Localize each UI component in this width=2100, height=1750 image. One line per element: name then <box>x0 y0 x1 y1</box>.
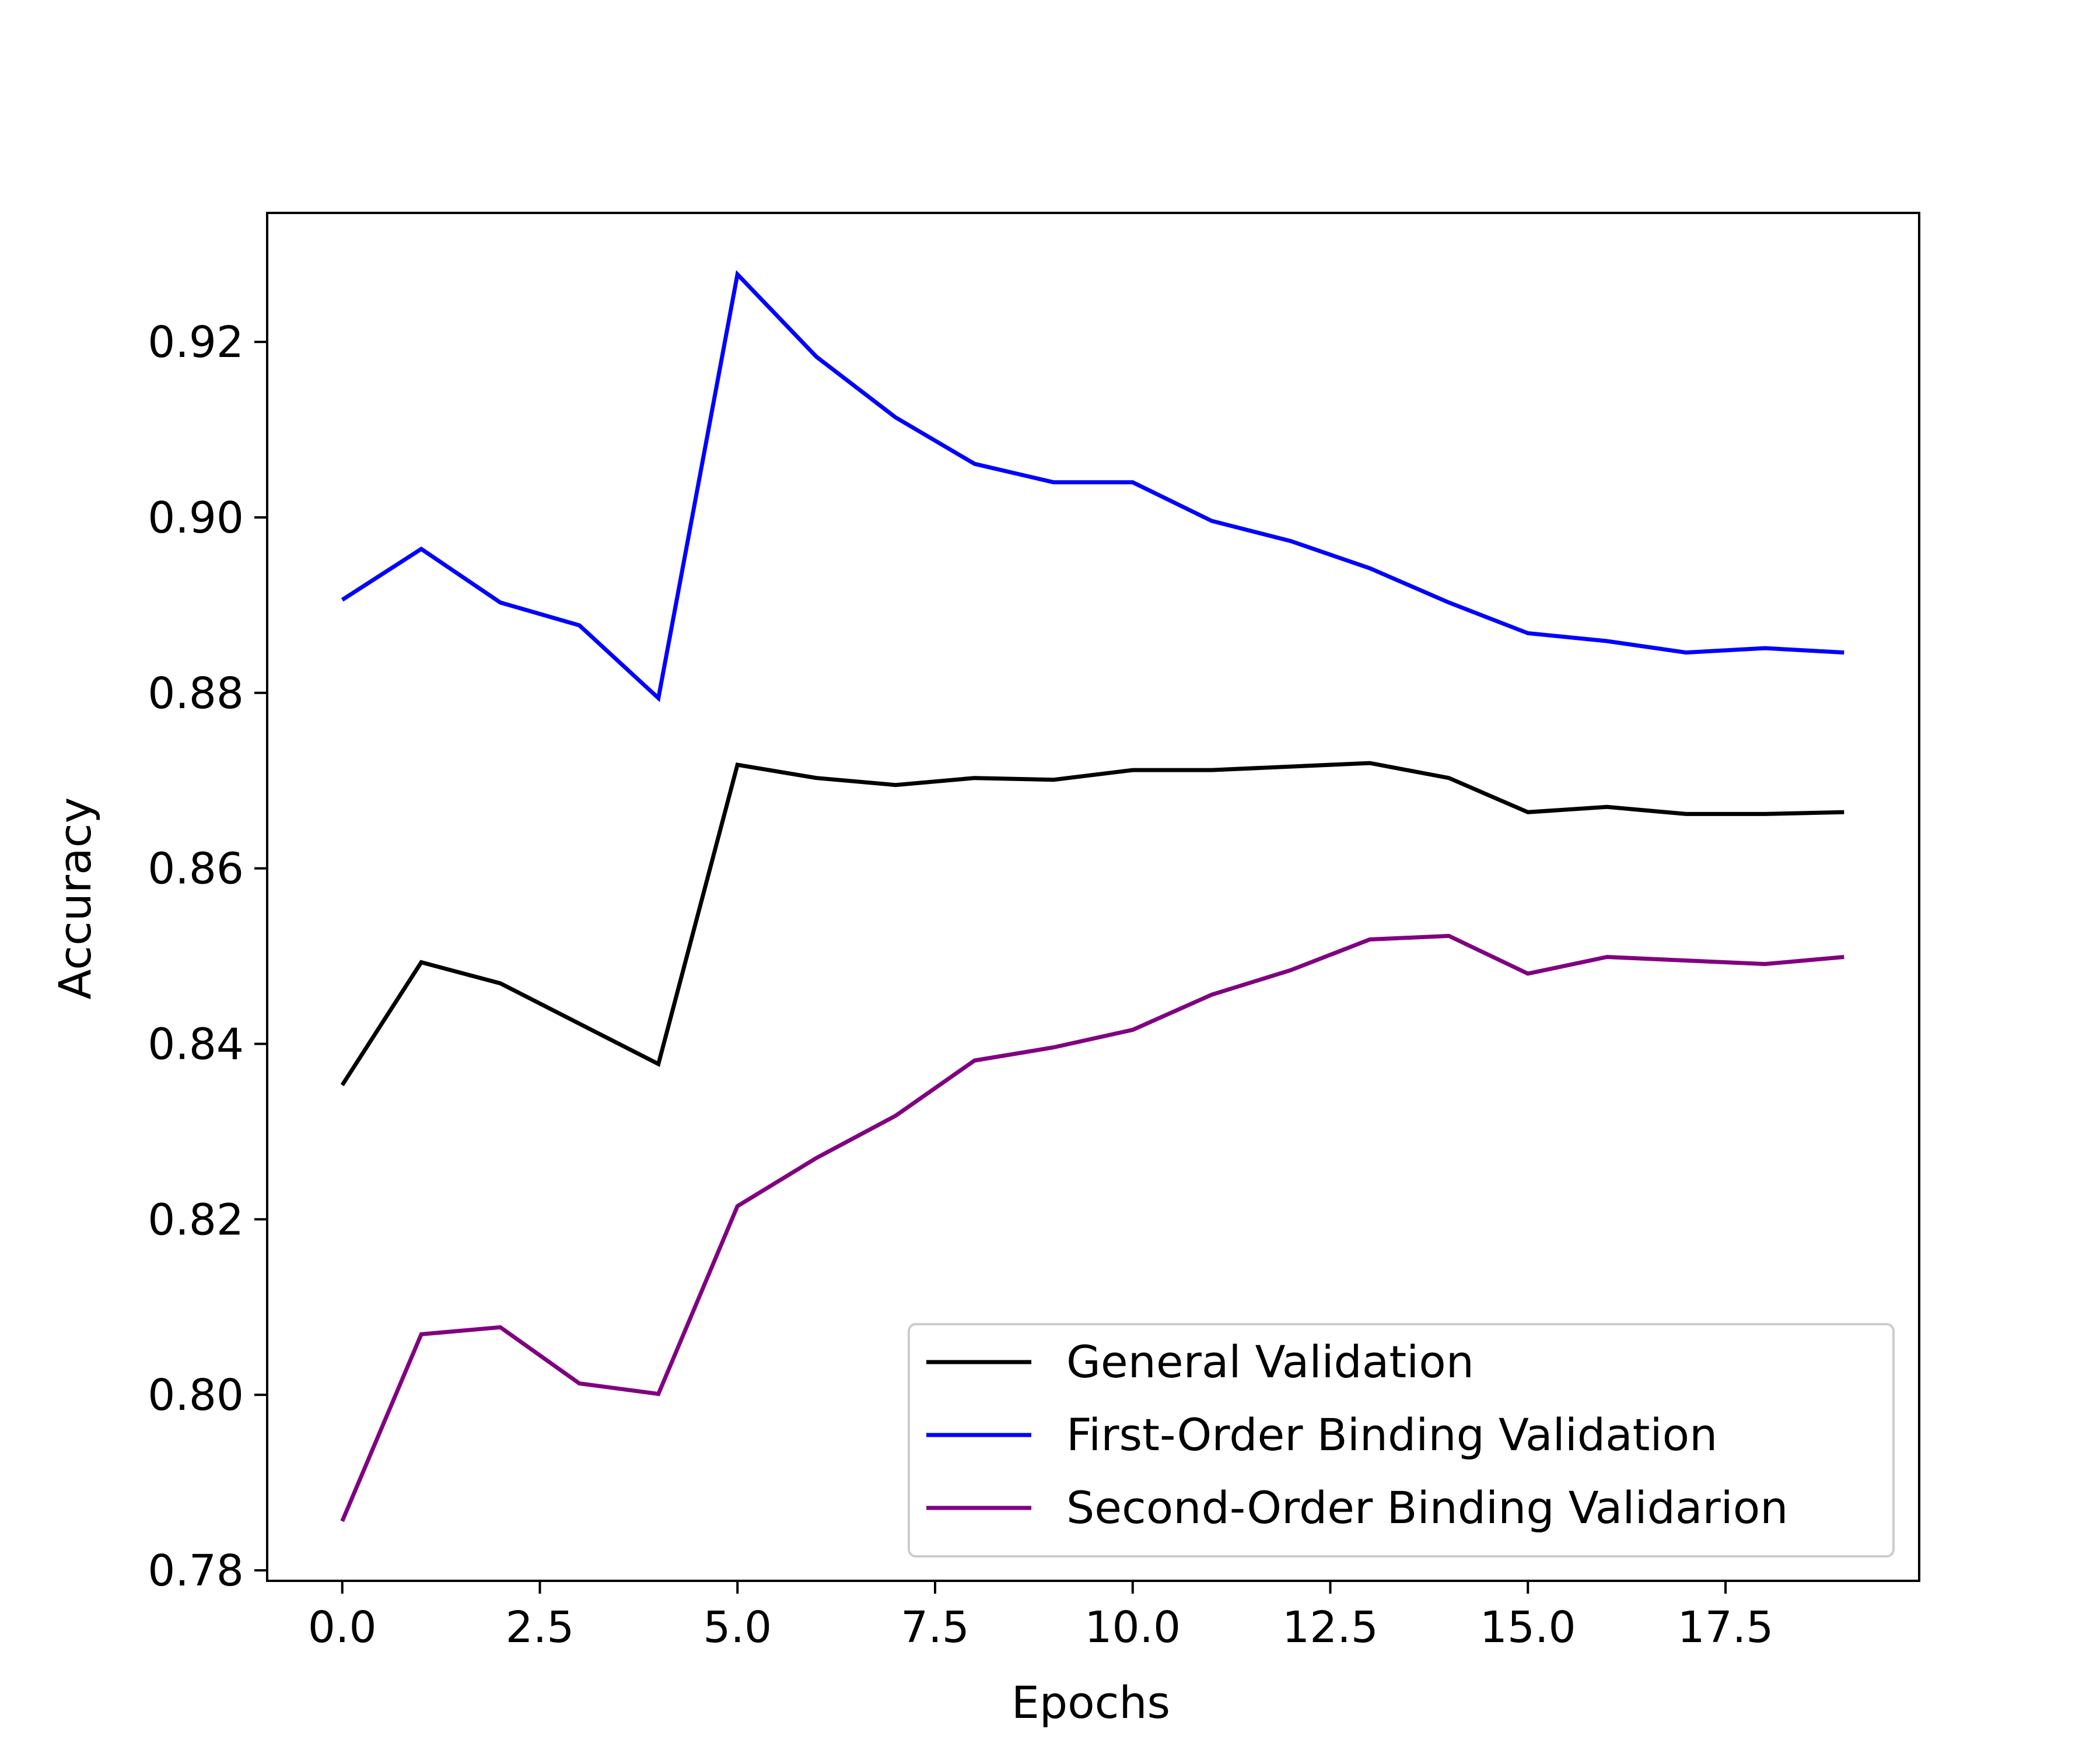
y-tick-label: 0.78 <box>148 1546 244 1596</box>
plot-frame <box>266 212 1920 1582</box>
y-tick-label: 0.86 <box>148 844 244 894</box>
y-tick-label: 0.90 <box>148 493 244 543</box>
y-tick-label: 0.80 <box>148 1370 244 1420</box>
x-tick-label: 2.5 <box>506 1602 575 1653</box>
legend-label: Second-Order Binding Validarion <box>1066 1482 1788 1534</box>
x-tick-label: 10.0 <box>1084 1602 1181 1653</box>
y-tick-label: 0.92 <box>148 317 244 368</box>
y-tick-label: 0.84 <box>148 1019 244 1069</box>
legend-box <box>908 1323 1895 1558</box>
x-tick-label: 17.5 <box>1678 1602 1774 1653</box>
y-axis-label: Accuracy <box>49 797 101 1000</box>
y-tick-label: 0.82 <box>148 1195 244 1245</box>
legend: General Validation First-Order Binding Va… <box>908 1323 1895 1558</box>
x-tick-label: 0.0 <box>308 1602 377 1653</box>
legend-label: First-Order Binding Validation <box>1066 1409 1717 1461</box>
series-line-1 <box>340 761 1845 1086</box>
x-tick-label: 5.0 <box>703 1602 772 1653</box>
x-tick-label: 7.5 <box>901 1602 970 1653</box>
series-line-2 <box>341 270 1845 702</box>
x-tick-label: 12.5 <box>1282 1602 1378 1653</box>
legend-label: General Validation <box>1066 1336 1474 1388</box>
x-tick-label: 15.0 <box>1480 1602 1576 1653</box>
y-axis: 0.78 0.80 0.82 0.84 0.86 0.88 0.90 0.92 <box>148 317 267 1596</box>
y-tick-label: 0.88 <box>148 668 244 719</box>
series-line-3 <box>340 933 1845 1522</box>
x-axis: 0.0 2.5 5.0 7.5 10.0 12.5 15.0 17.5 <box>308 1581 1774 1653</box>
plot-area <box>340 270 1845 1522</box>
x-axis-label: Epochs <box>1012 1676 1170 1728</box>
